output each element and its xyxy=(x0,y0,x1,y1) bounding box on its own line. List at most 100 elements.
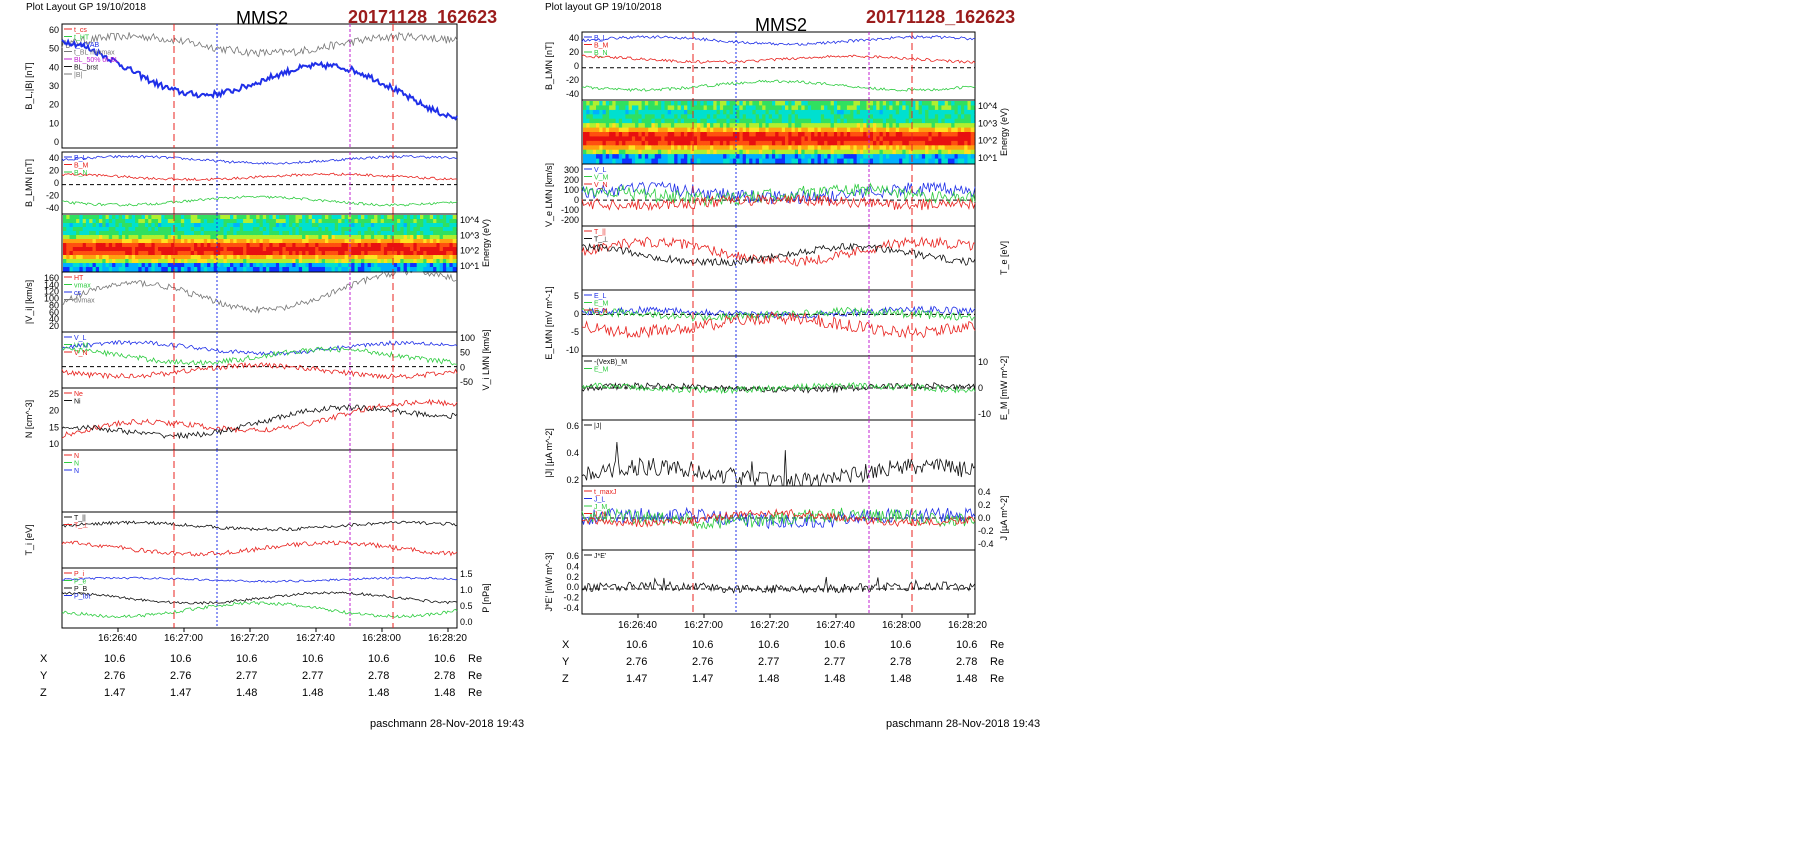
spectrogram-cell xyxy=(177,243,182,248)
spectrogram-cell xyxy=(177,227,182,232)
spectrogram-cell xyxy=(122,251,126,256)
spectrogram-cell xyxy=(693,118,698,124)
spectrogram-cell xyxy=(602,114,607,120)
spectrogram-cell xyxy=(853,154,858,160)
spectrogram-cell xyxy=(710,109,714,115)
spectrogram-cell xyxy=(148,267,153,272)
spectrogram-cell xyxy=(951,123,956,129)
spectrogram-cell xyxy=(252,215,257,220)
spectrogram-cell xyxy=(76,235,80,240)
spectrogram-cell xyxy=(905,149,910,155)
spectrogram-cell xyxy=(442,243,447,248)
spectrogram-cell xyxy=(187,243,192,248)
spectrogram-cell xyxy=(925,109,929,115)
spectrogram-cell xyxy=(820,136,825,142)
spectrogram-cell xyxy=(79,231,84,236)
spectrogram-cell xyxy=(66,235,71,240)
spectrogram-cell xyxy=(374,215,378,220)
spectrogram-cell xyxy=(174,219,179,224)
spectrogram-cell xyxy=(429,227,434,232)
spectrogram-cell xyxy=(661,109,666,115)
spectrogram-cell xyxy=(266,267,270,272)
spectrogram-cell xyxy=(436,227,441,232)
spectrogram-cell xyxy=(118,219,123,224)
spectrogram-cell xyxy=(820,154,825,160)
spectrogram-cell xyxy=(210,259,215,264)
spectrogram-cell xyxy=(85,247,90,252)
spectrogram-cell xyxy=(171,267,175,272)
spectrogram-cell xyxy=(203,219,208,224)
spectrogram-cell xyxy=(99,235,103,240)
spectrogram-cell xyxy=(752,118,757,124)
spectrogram-cell xyxy=(66,231,71,236)
spectrogram-cell xyxy=(684,105,688,111)
spectrogram-cell xyxy=(947,118,952,124)
spectrogram-cell xyxy=(364,227,369,232)
panel-R7: 0.60.40.2|J| [µA m^-2]|J| xyxy=(544,419,976,488)
spectrogram-cell xyxy=(311,235,316,240)
spectrogram-cell xyxy=(719,118,724,124)
spectrogram-cell xyxy=(148,235,153,240)
spectrogram-cell xyxy=(755,149,760,155)
spectrogram-cell xyxy=(187,239,192,244)
spectrogram-cell xyxy=(879,127,884,133)
spectrogram-cell xyxy=(801,149,806,155)
spectrogram-cell xyxy=(442,251,447,256)
spectrogram-cell xyxy=(947,145,952,151)
spectrogram-cell xyxy=(325,243,329,248)
spectrogram-cell xyxy=(429,251,434,256)
spectrogram-cell xyxy=(397,231,401,236)
spectrogram-cell xyxy=(899,154,903,160)
spectrogram-cell xyxy=(433,223,437,228)
spectrogram-cell xyxy=(967,136,972,142)
spectrogram-cell xyxy=(89,263,94,268)
spectrogram-cell xyxy=(674,123,679,129)
spectrogram-cell xyxy=(873,132,877,137)
spectrogram-cell xyxy=(387,219,392,224)
table-row: Z 1.47 1.47 1.48 1.48 1.48 1.48 Re xyxy=(562,670,1004,687)
spectrogram-cell xyxy=(713,123,718,129)
spectrogram-cell xyxy=(292,231,297,236)
spectrogram-cell xyxy=(811,101,815,106)
spectrogram-cell xyxy=(951,140,956,146)
spectrogram-cell xyxy=(892,154,897,160)
spectrogram-cell xyxy=(449,219,454,224)
spectrogram-cell xyxy=(138,215,143,220)
spectrogram-cell xyxy=(827,127,832,133)
spectrogram-cell xyxy=(905,123,910,129)
spectrogram-cell xyxy=(902,158,907,164)
spectrogram-cell xyxy=(752,140,757,146)
spectrogram-cell xyxy=(889,149,894,155)
spectrogram-cell xyxy=(164,215,169,220)
spectrogram-cell xyxy=(729,145,734,151)
spectrogram-cell xyxy=(732,132,737,137)
spectrogram-cell xyxy=(377,247,382,252)
spectrogram-cell xyxy=(387,251,392,256)
spectrogram-cell xyxy=(292,243,297,248)
spectrogram-cell xyxy=(305,263,310,268)
spectrogram-cell xyxy=(596,127,600,133)
spectrogram-cell xyxy=(921,123,926,129)
spectrogram-cell xyxy=(279,255,283,260)
spectrogram-cell xyxy=(622,127,626,133)
spectrogram-cell xyxy=(210,227,215,232)
spectrogram-cell xyxy=(387,239,392,244)
spectrogram-cell xyxy=(180,239,185,244)
spectrogram-cell xyxy=(918,105,923,111)
spectrogram-cell xyxy=(706,154,711,160)
spectrogram-cell xyxy=(615,145,620,151)
spectrogram-cell xyxy=(843,136,848,142)
spectrogram-cell xyxy=(749,105,754,111)
spectrogram-cell xyxy=(190,235,195,240)
spectrogram-cell xyxy=(934,140,939,146)
spectrogram-cell xyxy=(703,132,708,137)
spectrogram-cell xyxy=(889,158,894,164)
spectrogram-cell xyxy=(194,263,198,268)
table-row: Y 2.76 2.76 2.77 2.77 2.78 2.78 Re xyxy=(40,667,482,684)
spectrogram-cell xyxy=(674,101,679,106)
spectrogram-cell xyxy=(869,114,874,120)
spectrogram-cell xyxy=(609,145,613,151)
spectrogram-cell xyxy=(148,247,153,252)
spectrogram-cell xyxy=(964,158,969,164)
spectrogram-cell xyxy=(76,255,80,260)
